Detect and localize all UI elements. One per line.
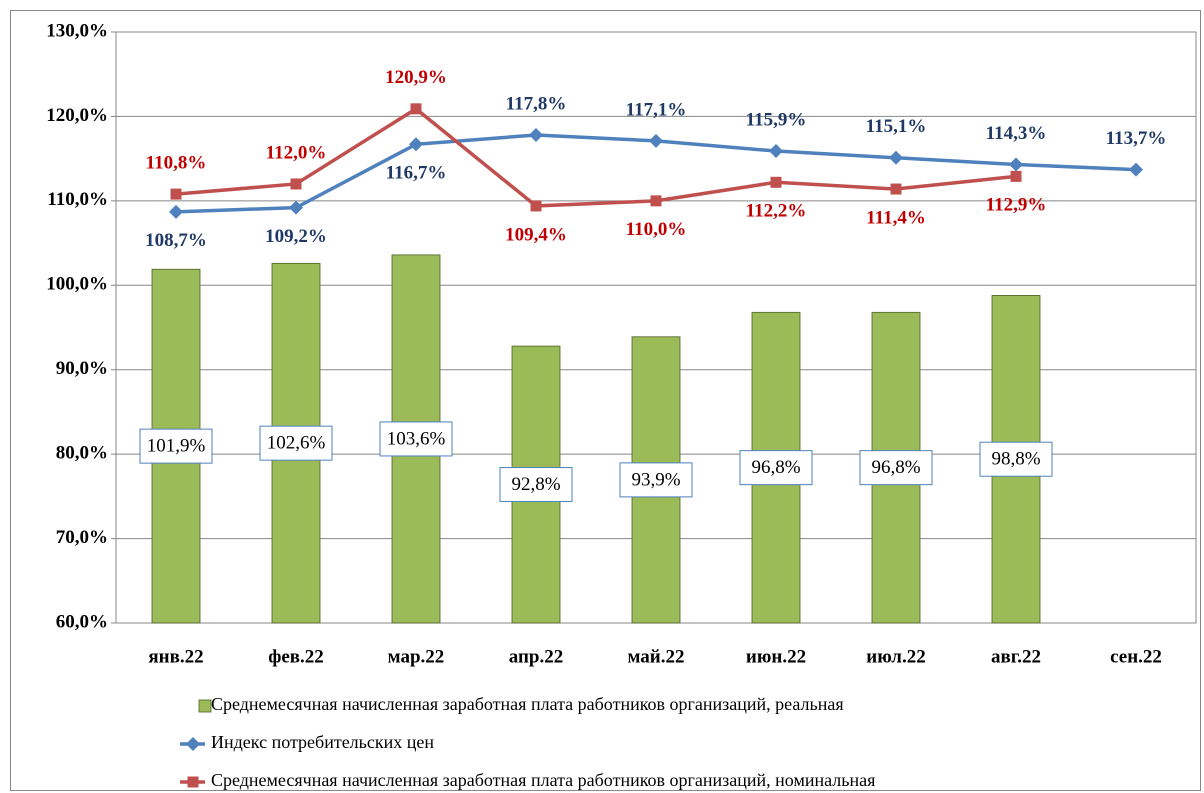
y-tick-label: 130,0% (46, 20, 108, 41)
line-marker (289, 200, 303, 215)
data-label: 111,4% (866, 207, 926, 228)
y-tick-label: 100,0% (46, 274, 108, 295)
line-marker (770, 176, 782, 188)
line-marker (769, 144, 783, 159)
data-label: 101,9% (147, 435, 206, 456)
line (175, 106, 1017, 208)
data-label: 93,9% (631, 469, 680, 490)
line-marker (186, 737, 200, 751)
data-label: 112,0% (266, 142, 327, 163)
data-label: 103,6% (387, 428, 446, 449)
data-label-box (859, 450, 933, 486)
x-tick-label: июл.22 (866, 646, 925, 667)
x-tick-label: июн.22 (746, 646, 806, 667)
y-tick-label: 70,0% (56, 527, 108, 548)
data-label-box (139, 428, 213, 464)
data-label-box (259, 425, 333, 461)
x-tick-label: апр.22 (509, 646, 564, 667)
legend-label: Среднемесячная начисленная заработная пл… (211, 694, 844, 714)
line-marker (409, 137, 423, 152)
data-label-box (619, 462, 693, 498)
line-marker (410, 103, 422, 115)
data-label: 96,8% (751, 457, 800, 478)
data-label-box (979, 441, 1053, 477)
data-label: 114,3% (986, 123, 1047, 144)
data-label: 115,1% (866, 116, 927, 137)
y-tick-label: 60,0% (56, 611, 108, 632)
x-tick-label: мар.22 (388, 646, 445, 667)
data-label: 98,8% (991, 449, 1040, 470)
y-tick-label: 80,0% (56, 443, 108, 464)
line-marker (1010, 170, 1022, 182)
data-label: 108,7% (145, 230, 207, 251)
x-tick-label: янв.22 (148, 646, 203, 667)
y-tick-label: 90,0% (56, 358, 108, 379)
data-label: 116,7% (386, 163, 447, 184)
y-tick-label: 120,0% (46, 105, 108, 126)
x-tick-label: фев.22 (268, 646, 324, 667)
line-marker (170, 188, 182, 200)
data-label: 112,9% (986, 195, 1047, 216)
line-marker (890, 183, 902, 195)
line-marker (529, 128, 543, 143)
data-label-box (379, 421, 453, 457)
y-tick-label: 110,0% (47, 189, 108, 210)
data-label-box (739, 450, 813, 486)
line-marker (530, 200, 542, 212)
data-label: 112,2% (746, 201, 807, 222)
data-label: 92,8% (511, 474, 560, 495)
line-marker (169, 204, 183, 219)
line-marker (889, 150, 903, 165)
x-tick-label: авг.22 (991, 646, 1041, 667)
line-marker (649, 133, 663, 148)
line-marker (1009, 157, 1023, 172)
data-label: 120,9% (385, 67, 447, 88)
data-label: 117,1% (626, 99, 687, 120)
data-label: 113,7% (1106, 128, 1167, 149)
data-label: 117,8% (506, 93, 567, 114)
legend-swatch (198, 699, 212, 713)
data-label: 109,2% (265, 226, 327, 247)
data-label: 115,9% (746, 109, 807, 130)
data-label: 110,0% (626, 219, 687, 240)
data-label-box (499, 467, 573, 503)
line-marker (290, 178, 302, 190)
data-label: 96,8% (871, 457, 920, 478)
line-marker (187, 776, 199, 788)
data-label: 110,8% (146, 152, 207, 173)
legend-label: Среднемесячная начисленная заработная пл… (211, 770, 875, 790)
x-tick-label: сен.22 (1110, 646, 1162, 667)
legend-label: Индекс потребительских цен (211, 732, 434, 752)
line-marker (650, 195, 662, 207)
data-label: 102,6% (267, 433, 326, 454)
data-label: 109,4% (505, 224, 567, 245)
x-tick-label: май.22 (627, 646, 684, 667)
line-marker (1129, 162, 1143, 177)
